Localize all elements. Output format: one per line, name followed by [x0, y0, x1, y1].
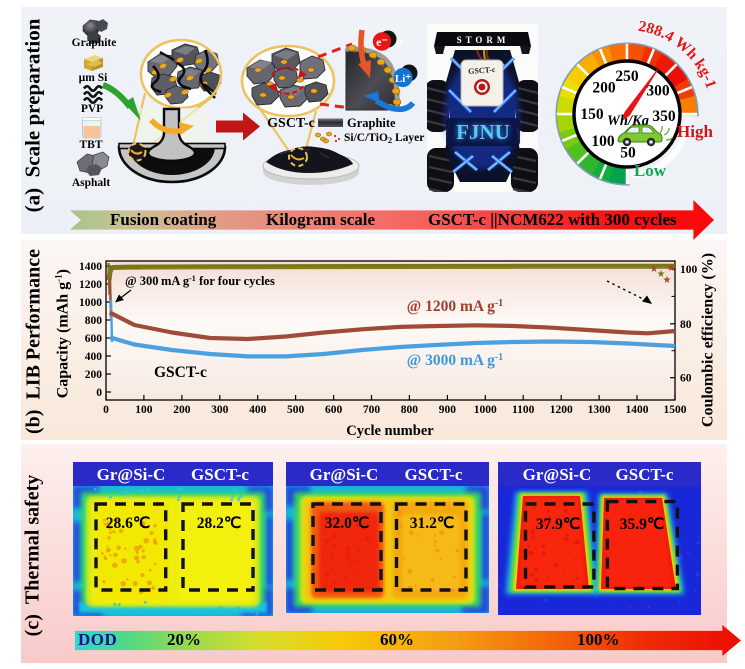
svg-text:1300: 1300	[588, 404, 611, 416]
svg-text:1200: 1200	[550, 404, 573, 416]
svg-text:28.6℃: 28.6℃	[106, 515, 151, 532]
svg-text:28.2℃: 28.2℃	[197, 515, 242, 532]
svg-text:500: 500	[287, 404, 305, 416]
svg-text:200: 200	[85, 369, 103, 381]
svg-text:300: 300	[646, 83, 670, 100]
svg-text:e⁻: e⁻	[376, 35, 388, 49]
svg-text:Gr@Si-C: Gr@Si-C	[310, 465, 379, 484]
svg-text:37.9℃: 37.9℃	[536, 516, 581, 533]
svg-text:0: 0	[103, 404, 109, 416]
svg-text:60: 60	[680, 373, 692, 385]
svg-text:@ 1200 mA g-1: @ 1200 mA g-1	[407, 298, 503, 315]
svg-text:350: 350	[652, 108, 676, 125]
svg-text:★: ★	[657, 269, 666, 280]
svg-text:400: 400	[249, 404, 267, 416]
svg-text:FJNU: FJNU	[456, 120, 510, 144]
svg-text:600: 600	[325, 404, 343, 416]
svg-text:200: 200	[592, 80, 616, 97]
svg-text:@ 3000 mA g-1: @ 3000 mA g-1	[407, 352, 503, 369]
svg-text:600: 600	[85, 333, 103, 345]
svg-text:FJNU: FJNU	[456, 120, 510, 144]
svg-text:1500: 1500	[664, 404, 687, 416]
svg-text:1000: 1000	[79, 297, 102, 309]
svg-text:Si/C/TiO2 Layer: Si/C/TiO2 Layer	[344, 132, 424, 145]
svg-text:Gr@Si-C: Gr@Si-C	[97, 465, 166, 484]
svg-text:200: 200	[173, 404, 191, 416]
svg-text:High: High	[677, 122, 713, 141]
svg-text:300: 300	[211, 404, 229, 416]
svg-text:50: 50	[620, 145, 636, 162]
svg-text:GSCT-c: GSCT-c	[468, 65, 496, 76]
svg-text:0: 0	[96, 387, 102, 399]
svg-text:Graphite: Graphite	[72, 37, 117, 49]
svg-text:800: 800	[401, 404, 419, 416]
svg-text:Low: Low	[634, 161, 667, 180]
svg-text:Asphalt: Asphalt	[72, 177, 111, 189]
svg-text:e: e	[396, 35, 403, 51]
svg-text:GSCT-c: GSCT-c	[154, 364, 207, 381]
svg-text:100: 100	[680, 264, 698, 276]
svg-text:GSCT-c: GSCT-c	[191, 465, 249, 484]
svg-text:35.9℃: 35.9℃	[620, 516, 665, 533]
svg-text:µm Si: µm Si	[79, 72, 108, 84]
svg-text:800: 800	[85, 315, 103, 327]
svg-text:★: ★	[650, 264, 659, 275]
svg-text:900: 900	[439, 404, 457, 416]
svg-text:250: 250	[615, 68, 639, 85]
svg-text:GSCT-c: GSCT-c	[405, 465, 463, 484]
svg-text:32.0℃: 32.0℃	[325, 515, 370, 532]
svg-text:PVP: PVP	[81, 103, 103, 115]
svg-text:1000: 1000	[474, 404, 497, 416]
svg-text:1400: 1400	[79, 261, 102, 273]
svg-text:@ 300 mA g-1 for four cycles: @ 300 mA g-1 for four cycles	[125, 274, 275, 288]
svg-text:TBT: TBT	[79, 139, 102, 151]
svg-text:80: 80	[680, 319, 692, 331]
svg-text:Li⁺: Li⁺	[395, 73, 411, 85]
svg-text:400: 400	[85, 351, 103, 363]
svg-text:GSCT-c: GSCT-c	[616, 465, 674, 484]
svg-text:★: ★	[667, 263, 676, 274]
svg-text:1400: 1400	[626, 404, 649, 416]
svg-text:100: 100	[135, 404, 153, 416]
svg-text:1200: 1200	[79, 279, 102, 291]
svg-text:STORM: STORM	[457, 35, 510, 45]
svg-text:★: ★	[663, 275, 672, 286]
svg-text:700: 700	[363, 404, 381, 416]
svg-text:150: 150	[580, 106, 604, 123]
svg-text:1100: 1100	[512, 404, 535, 416]
svg-text:Graphite: Graphite	[347, 116, 396, 130]
svg-text:Gr@Si-C: Gr@Si-C	[523, 465, 592, 484]
svg-text:100: 100	[591, 133, 615, 150]
svg-text:31.2℃: 31.2℃	[410, 515, 455, 532]
svg-text:GSCT-c: GSCT-c	[267, 116, 315, 131]
